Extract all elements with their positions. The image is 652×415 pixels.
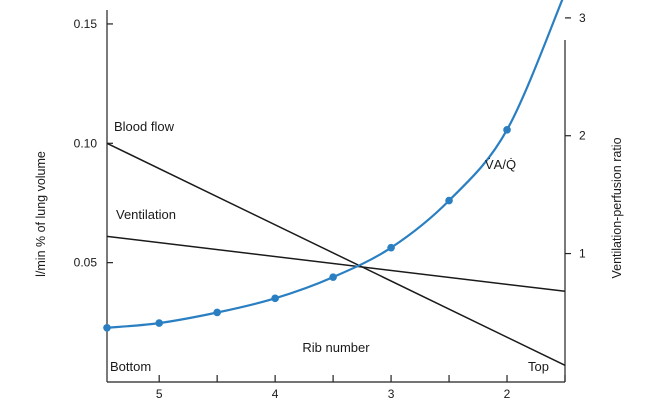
xlabel: Rib number bbox=[302, 340, 370, 355]
series-label-blood-flow: Blood flow bbox=[114, 119, 175, 134]
y2-tick-label-1: 2 bbox=[579, 129, 586, 143]
y2-tick-label-0: 1 bbox=[579, 247, 586, 261]
series-layer bbox=[103, 0, 566, 366]
x-end-label-bottom: Bottom bbox=[110, 359, 151, 374]
y2-tick-label-2: 3 bbox=[579, 11, 586, 25]
va-q-point-7 bbox=[503, 126, 511, 134]
va-q-point-2 bbox=[213, 308, 221, 317]
x-tick-label-2: 3 bbox=[388, 387, 395, 401]
series-label-va-q: V̇A/Q̇ bbox=[485, 157, 516, 172]
va-q-point-3 bbox=[271, 294, 279, 303]
ventilation-line bbox=[106, 235, 566, 293]
axes: 0.05 0.10 0.15 1 2 3 5 4 3 2 bbox=[74, 10, 586, 401]
blood-flow-line bbox=[106, 142, 566, 366]
y-tick-label-1: 0.10 bbox=[74, 136, 98, 150]
x-tick-label-0: 5 bbox=[156, 387, 163, 401]
va-q-point-1 bbox=[155, 319, 163, 327]
ylabel: l/min % of lung volume bbox=[34, 151, 48, 277]
va-q-point-6 bbox=[445, 196, 453, 205]
va-q-point-0 bbox=[103, 323, 111, 332]
labels-layer: l/min % of lung volume Ventilation-perfu… bbox=[34, 119, 624, 374]
va-q-point-5 bbox=[387, 243, 395, 252]
x-tick-label-3: 2 bbox=[504, 387, 511, 401]
y2label: Ventilation-perfusion ratio bbox=[610, 137, 624, 278]
va-q-point-4 bbox=[329, 273, 337, 281]
x-tick-label-1: 4 bbox=[272, 387, 279, 401]
y-tick-label-2: 0.15 bbox=[74, 17, 98, 31]
x-end-label-top: Top bbox=[528, 359, 549, 374]
series-label-ventilation: Ventilation bbox=[116, 207, 176, 222]
y-tick-label-0: 0.05 bbox=[74, 256, 98, 270]
